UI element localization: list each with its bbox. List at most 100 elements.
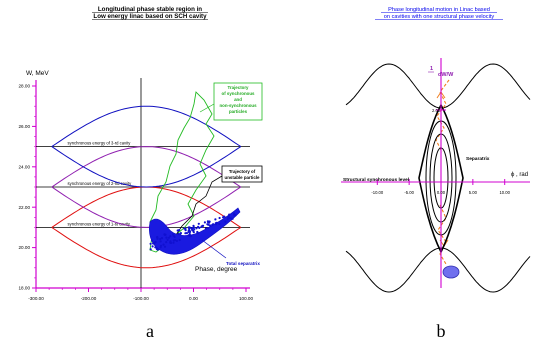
panel-a-bunch-particle bbox=[160, 237, 164, 240]
panel-b: Phase longitudinal motion in Linac based… bbox=[341, 7, 531, 341]
panel-a-bunch-particle bbox=[227, 216, 230, 219]
panel-a-bunch-particle bbox=[207, 226, 210, 230]
panel-a-bunch-particle bbox=[183, 227, 186, 230]
panel-a-bunch-particle bbox=[165, 236, 168, 239]
panel-a-bunch-particle bbox=[172, 241, 175, 244]
panel-a-bunch-particle bbox=[188, 232, 191, 236]
panel-a-title-line-1: Longitudinal phase stable region in bbox=[98, 6, 202, 13]
panel-a-bunch-particle bbox=[215, 223, 218, 226]
panel-b-y-label-numerator: 1 bbox=[430, 66, 433, 72]
panel-b-level-label: Structural synchronous level bbox=[343, 177, 409, 183]
panel-a-x-axis-label: Phase, degree bbox=[195, 266, 238, 273]
panel-a-bunch-particle bbox=[187, 226, 190, 229]
panel-a-bunch-particle bbox=[151, 239, 154, 242]
panel-a-label: a bbox=[146, 321, 154, 341]
panel-a-bunch-particle bbox=[184, 229, 187, 232]
panel-a-y-tick-label: 28.00 bbox=[19, 84, 31, 89]
panel-b-bunch bbox=[442, 265, 460, 279]
panel-a-bunch-particle bbox=[233, 214, 236, 217]
panel-a-y-axis-label: W, MeV bbox=[26, 70, 49, 77]
panel-a-bunch-particle bbox=[179, 233, 182, 236]
panel-a-bunch-particle bbox=[178, 238, 181, 242]
panel-a-bunch-particle bbox=[177, 232, 180, 236]
panel-a-bunch-particle bbox=[193, 228, 196, 231]
panel-a-bunch-particle bbox=[214, 218, 217, 221]
panel-b-separatrix-label: Separatrix bbox=[466, 156, 490, 162]
panel-a-total-separatrix-label: Total separatrix bbox=[226, 261, 260, 266]
panel-a-separatrices bbox=[51, 105, 242, 269]
panel-a-annotation-trajectory-line-5: particles bbox=[229, 109, 248, 114]
panel-a-x-tick-label: -300.00 bbox=[28, 296, 44, 301]
panel-b-label: b bbox=[437, 321, 446, 341]
panel-a-annotation-trajectory-pointer bbox=[199, 103, 215, 113]
panel-a-bunch-particle bbox=[218, 222, 221, 225]
panel-a-bunch-particle bbox=[218, 216, 221, 220]
panel-a-bunch-particle bbox=[156, 237, 159, 240]
panel-a-title-line-2: Low energy linac based on SCH cavity bbox=[93, 13, 207, 20]
panel-b-x-tick-label: 0.00 bbox=[437, 190, 446, 195]
panel-a-annotation-unstable-box bbox=[221, 165, 263, 183]
panel-a-bunch-particle bbox=[222, 216, 225, 219]
panel-a-bunch-particle bbox=[197, 225, 200, 228]
panel-a-bunch-particle bbox=[172, 234, 175, 237]
panel-a-bunch-particle bbox=[163, 233, 166, 236]
panel-a-bunch-particle bbox=[209, 224, 212, 228]
panel-a-tick-labels: -300.00 -200.00 -100.00 0.00 100.00 18.00 20.0… bbox=[19, 84, 254, 301]
panel-a-bunch-particle bbox=[159, 246, 162, 249]
panel-a-annotation-trajectory-box bbox=[213, 82, 263, 121]
panel-a-bunch-particle bbox=[167, 236, 170, 239]
panel-a-separatrix-lower bbox=[51, 226, 242, 269]
panel-a-bunch-particle bbox=[162, 243, 165, 246]
panel-a-annotation-trajectory-line-4: non-synchronous bbox=[219, 103, 257, 108]
panel-a-bunch-particle bbox=[197, 222, 200, 225]
panel-a-bunch-particle bbox=[155, 247, 158, 250]
panel-a-synchronous-level-label: synchronous energy of 2-nd cavity bbox=[68, 181, 133, 186]
panel-a-bunch-particle bbox=[151, 245, 154, 248]
panel-a-bunch-particle bbox=[191, 228, 194, 231]
panel-b-x-tick-label: -10.00 bbox=[371, 190, 384, 195]
panel-a-synchronous-level-label: synchronous energy of 1-st cavity bbox=[68, 221, 131, 226]
panel-a-y-tick-label: 20.00 bbox=[19, 245, 31, 250]
panel-a-x-tick-label: 100.00 bbox=[239, 296, 253, 301]
panel-a-annotation-trajectory-line-2: of synchronous bbox=[222, 91, 255, 96]
panel-a-annotation-unstable-line-1: Trajectory of bbox=[229, 169, 256, 174]
panel-a-annotation-trajectory-line-3: and bbox=[234, 97, 242, 102]
panel-a-bunch-particle bbox=[165, 241, 168, 244]
panel-b-upper-trajectory bbox=[435, 79, 450, 153]
panel-a-bunch-particle bbox=[196, 232, 200, 235]
panel-a-bunch-particle bbox=[159, 240, 162, 243]
panel-a-total-separatrix-pointer bbox=[201, 239, 227, 259]
panel-a-y-tick-label: 26.00 bbox=[19, 124, 31, 129]
panel-a-bunch-particle bbox=[184, 232, 187, 235]
panel-a-axes bbox=[32, 78, 250, 292]
panel-a-x-tick-label: -100.00 bbox=[133, 296, 149, 301]
panel-a-separatrix-upper bbox=[51, 105, 242, 148]
panel-a-bunch-particle bbox=[166, 238, 169, 241]
panel-a-bunch-particle bbox=[149, 242, 152, 245]
panel-a-separatrix-lower bbox=[51, 186, 242, 228]
panel-b-wave-curves bbox=[345, 63, 531, 293]
panel-b-x-ticks: -10.00 -5.00 0.00 5.00 10.00 bbox=[371, 179, 511, 195]
panel-a-bunch-particle bbox=[169, 240, 172, 243]
panel-b-title-line-1: Phase longitudinal motion in Linac based bbox=[388, 7, 490, 13]
panel-a-green-trajectory bbox=[149, 91, 215, 253]
panel-a-bunch-particle bbox=[204, 227, 207, 230]
panel-a-synchronous-levels: synchronous energy of 1-st cavity synchro… bbox=[36, 141, 250, 228]
panel-b-x-tick-label: 5.00 bbox=[469, 190, 478, 195]
panel-b-y-axis-label: dW/W bbox=[438, 72, 454, 78]
panel-a-bunch-particle bbox=[224, 220, 227, 223]
panel-a-separatrix-lower bbox=[51, 146, 242, 188]
panel-a-x-tick-label: 0.00 bbox=[189, 296, 198, 301]
panel-a-bunch-particles bbox=[149, 212, 237, 251]
panel-a-annotation-unstable-line-2: unstable particle bbox=[225, 175, 260, 180]
panel-a-y-tick-label: 24.00 bbox=[19, 164, 31, 169]
panel-b-wave-upper bbox=[345, 63, 531, 109]
panel-a-bunch-particle bbox=[189, 230, 192, 233]
panel-a-bunch-particle bbox=[172, 239, 175, 242]
panel-b-title-line-2: on cavities with one structural phase ve… bbox=[384, 14, 495, 20]
panel-a-bunch-particle bbox=[191, 226, 194, 230]
panel-a: Longitudinal phase stable region in Low … bbox=[19, 6, 263, 341]
panel-a-bunch-particle bbox=[192, 231, 195, 234]
panel-a-bunch-particle bbox=[192, 224, 195, 227]
panel-a-bunch-particle bbox=[190, 234, 193, 238]
